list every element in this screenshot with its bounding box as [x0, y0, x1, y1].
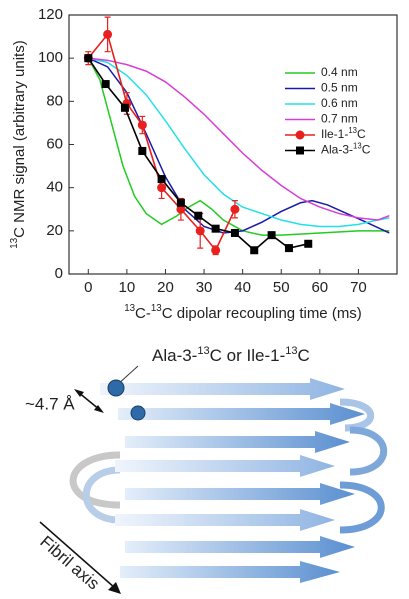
x-tick-label: 50 — [273, 279, 290, 296]
x-tick-label: 30 — [196, 279, 213, 296]
marker — [176, 204, 186, 214]
marker — [103, 29, 113, 39]
text-part: 13 — [353, 141, 362, 150]
y-tick-label: 100 — [38, 49, 63, 66]
y-tick-label: 60 — [46, 135, 63, 152]
x-tick-label: 40 — [234, 279, 251, 296]
arrowhead — [108, 582, 121, 594]
axis-label: Fibril axis — [36, 532, 103, 593]
strand — [125, 483, 355, 505]
text-part: 0.6 nm — [321, 96, 358, 110]
text-part: Ala-3- — [152, 346, 197, 365]
text-part: C- — [135, 305, 151, 322]
diagram: Ala-3-13C or Ile-1-13C ~4.7 Å Fibril axi… — [25, 345, 388, 594]
x-tick-label: 60 — [311, 279, 328, 296]
strand — [100, 378, 345, 400]
marker — [138, 146, 147, 155]
series-line — [88, 57, 390, 228]
x-tick-label: 0 — [84, 279, 92, 296]
text-part: C — [298, 346, 310, 365]
marker — [211, 245, 221, 255]
site — [107, 379, 125, 397]
loop — [69, 451, 121, 509]
text-part: Ile-1- — [321, 127, 348, 141]
text-part: 13 — [348, 126, 357, 135]
marker — [157, 183, 167, 193]
marker — [157, 175, 166, 184]
legend-label: 0.5 nm — [321, 81, 358, 95]
marker — [101, 80, 110, 89]
text-part: C dipolar recoupling time (ms) — [162, 305, 362, 322]
x-tick-label: 10 — [119, 279, 136, 296]
legend-label: 0.6 nm — [321, 96, 358, 110]
text-part: 13 — [151, 303, 162, 314]
marker — [195, 226, 205, 236]
text-part: 13 — [124, 303, 135, 314]
text-part: 0.4 nm — [321, 65, 358, 79]
legend-label: Ala-3-13C — [321, 141, 371, 157]
strand — [125, 431, 350, 453]
text-part: C or Ile-1- — [210, 346, 286, 365]
series-line — [87, 32, 236, 252]
series-line — [88, 57, 390, 221]
legend-marker — [296, 146, 304, 155]
marker — [304, 239, 313, 248]
y-tick-label: 20 — [46, 222, 63, 239]
strand — [115, 509, 335, 531]
y-tick-label: 80 — [46, 92, 63, 109]
spacing-arrow — [77, 391, 101, 411]
y-tick-label: 40 — [46, 179, 63, 196]
text-part: 13 — [285, 345, 297, 357]
marker — [84, 54, 93, 63]
site — [130, 405, 146, 421]
axis-arrow — [39, 521, 116, 589]
spacing-label: ~4.7 Å — [25, 394, 75, 413]
series-line — [87, 57, 390, 234]
marker — [230, 204, 240, 214]
loop — [82, 466, 121, 524]
legend-label: 0.4 nm — [321, 65, 358, 79]
strand — [125, 536, 355, 558]
text-part: 0.7 nm — [321, 112, 358, 126]
loop — [349, 426, 388, 476]
text-part: 13 — [9, 238, 20, 249]
x-tick-label: 70 — [350, 279, 367, 296]
marker — [250, 246, 259, 255]
loop — [339, 481, 385, 534]
strand — [118, 403, 365, 425]
text-part: 0.5 nm — [321, 81, 358, 95]
legend-label: Ile-1-13C — [321, 126, 366, 142]
text-part: C NMR signal (arbitrary units) — [11, 40, 28, 238]
site-label: Ala-3-13C or Ile-1-13C — [152, 345, 310, 366]
marker — [120, 103, 129, 112]
arrowhead — [74, 389, 84, 397]
legend-label: 0.7 nm — [321, 112, 358, 126]
series-line — [87, 57, 390, 236]
strand — [115, 455, 335, 477]
marker — [176, 198, 185, 207]
marker — [230, 228, 239, 237]
text-part: Ala-3- — [321, 143, 353, 157]
y-tick-label: 0 — [55, 265, 63, 282]
text-part: C — [362, 143, 371, 157]
strand — [120, 561, 340, 583]
arrowhead — [94, 405, 104, 413]
marker — [137, 120, 147, 130]
marker — [211, 224, 220, 233]
legend-marker — [295, 130, 305, 140]
text-part: 13 — [197, 345, 209, 357]
text-part: C — [357, 127, 366, 141]
x-tick-label: 20 — [157, 279, 174, 296]
x-axis-label: 13C-13C dipolar recoupling time (ms) — [124, 303, 362, 322]
marker — [194, 211, 203, 220]
marker — [267, 231, 276, 240]
y-axis-label: 13C NMR signal (arbitrary units) — [9, 40, 28, 248]
marker — [284, 244, 293, 253]
y-tick-label: 120 — [38, 6, 63, 23]
